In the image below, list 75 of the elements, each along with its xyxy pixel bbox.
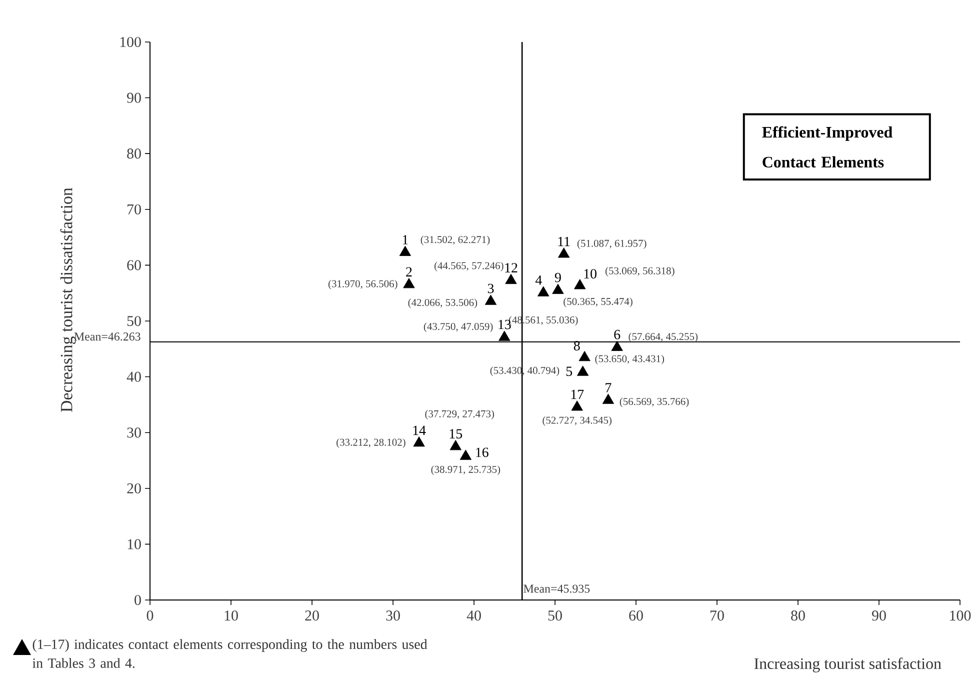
annotation: Efficient-Improved Contact Elements — [762, 126, 892, 168]
y-tick-label: 20 — [127, 483, 141, 494]
point — [505, 274, 517, 284]
point — [558, 248, 570, 258]
point — [602, 394, 614, 404]
annotation: (42.066, 53.506) — [408, 298, 478, 308]
annotation: 3 — [488, 284, 494, 294]
annotation: (44.565, 57.246) — [434, 262, 504, 272]
point — [450, 440, 462, 450]
annotation: (52.727, 34.545) — [542, 416, 612, 426]
y-tick-label: 80 — [127, 148, 141, 159]
x-tick-label: 80 — [791, 610, 805, 621]
point — [576, 366, 589, 376]
annotation: 12 — [505, 263, 518, 272]
annotation: (57.664, 45.255) — [628, 332, 698, 342]
annotation: 11 — [558, 236, 570, 246]
point — [538, 286, 550, 296]
annotation: 13 — [498, 320, 511, 330]
annotation: 6 — [614, 330, 620, 340]
y-tick-label: 70 — [128, 204, 141, 214]
y-tick-label: 0 — [134, 594, 141, 606]
annotation: 7 — [606, 383, 612, 392]
annotation: 17 — [571, 390, 584, 400]
y-tick-label: 40 — [126, 372, 141, 382]
point — [571, 400, 583, 411]
x-tick-label: 100 — [950, 610, 971, 621]
x-tick-label: 30 — [386, 610, 400, 621]
y-tick-label: 100 — [120, 36, 141, 48]
point — [574, 279, 586, 290]
annotation: (56.569, 35.766) — [620, 398, 689, 408]
point — [611, 340, 623, 351]
annotation: 16 — [476, 448, 488, 458]
x-tick-label: 60 — [629, 610, 643, 621]
annotation: (33.212, 28.102) — [336, 438, 406, 448]
annotation: 10 — [584, 269, 596, 279]
x-tick-label: 90 — [872, 610, 886, 621]
annotation: 2 — [406, 267, 412, 276]
point — [484, 294, 497, 305]
text: (1–17) indicates contact elements corresponding to the numbers used in Tables 3 and 4. — [32, 639, 428, 668]
annotation: 9 — [554, 272, 561, 282]
annotation: (51.087, 61.957) — [577, 240, 646, 249]
y-tick-label: 50 — [127, 316, 141, 326]
x-tick-label: 10 — [224, 610, 238, 621]
x-tick-label: 50 — [548, 610, 562, 621]
ref-line-label: Mean=45.935 — [524, 584, 590, 593]
annotation: (43.750, 47.059) — [424, 322, 493, 332]
point — [460, 450, 472, 460]
point — [403, 278, 415, 288]
x-tick-label: 0 — [146, 610, 154, 621]
annotation: (31.970, 56.506) — [328, 280, 398, 290]
point — [552, 284, 564, 294]
annotation: (53.650, 43.431) — [595, 354, 664, 364]
x-axis-title: Increasing tourist satisfaction — [754, 658, 942, 672]
point — [399, 246, 412, 256]
annotation: 14 — [413, 426, 426, 435]
x-tick-label: 70 — [710, 610, 724, 621]
point — [413, 436, 425, 447]
ref-line-label: Mean=46.263 — [74, 332, 140, 341]
annotation: (31.502, 62.271) — [420, 236, 490, 246]
annotation: (37.729, 27.473) — [425, 410, 494, 420]
annotation: (38.971, 25.735) — [431, 466, 500, 476]
annotation: 5 — [566, 366, 572, 376]
annotation: 4 — [535, 275, 542, 285]
y-tick-label: 90 — [127, 92, 141, 103]
annotation: 15 — [450, 429, 462, 438]
y-tick-label: 60 — [127, 260, 141, 270]
y-tick-label: 30 — [127, 428, 141, 438]
y-tick-label: 10 — [128, 539, 141, 550]
annotation: (50.365, 55.474) — [564, 298, 632, 308]
x-tick-label: 40 — [466, 610, 481, 621]
x-tick-label: 20 — [305, 610, 319, 621]
point — [578, 350, 590, 362]
annotation: (53.069, 56.318) — [606, 266, 674, 276]
annotation: 1 — [402, 235, 408, 244]
point — [498, 330, 510, 341]
